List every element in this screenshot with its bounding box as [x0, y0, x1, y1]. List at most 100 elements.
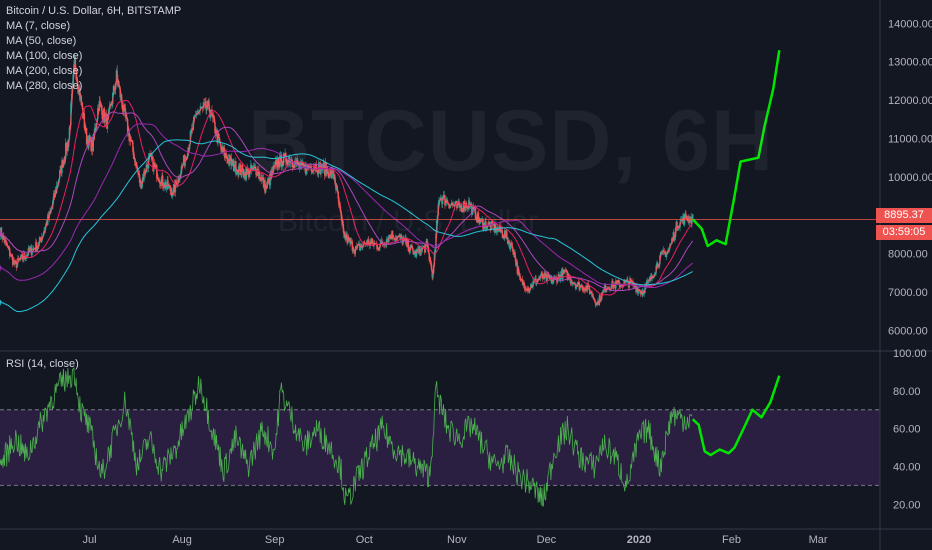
- price-projection: [691, 50, 781, 248]
- candle-body: [313, 167, 315, 169]
- candle-body: [489, 224, 492, 231]
- candle-body: [399, 235, 401, 239]
- ma-50-label[interactable]: MA (50, close): [6, 35, 77, 47]
- candle-body: [419, 252, 421, 256]
- candle-body: [270, 172, 272, 177]
- candle-body: [684, 213, 686, 215]
- candle-body: [551, 280, 554, 284]
- ma-100-label[interactable]: MA (100, close): [6, 50, 83, 62]
- candle-body: [161, 175, 163, 180]
- candle-body: [594, 302, 597, 306]
- candle-body: [559, 275, 561, 281]
- candle-body: [292, 166, 295, 168]
- candle-body: [146, 164, 148, 166]
- candle-body: [86, 139, 89, 145]
- candle-body: [261, 177, 263, 179]
- candle-body: [318, 162, 321, 164]
- ma-280-label[interactable]: MA (280, close): [6, 80, 83, 92]
- candle-body: [190, 130, 192, 132]
- candle-body: [484, 221, 486, 223]
- candle-body: [294, 160, 296, 168]
- time-tick-label: Dec: [537, 534, 557, 546]
- candle-body: [386, 239, 389, 240]
- candle-body: [587, 283, 589, 285]
- price-tick-label: 12000.00: [888, 95, 932, 107]
- candle-body: [547, 274, 549, 276]
- candle-body: [441, 198, 443, 204]
- candle-body: [500, 231, 502, 233]
- candle-body: [599, 295, 601, 302]
- candle-body: [618, 282, 621, 288]
- candle-body: [617, 280, 619, 283]
- ma-7-label[interactable]: MA (7, close): [6, 20, 71, 32]
- candle-body: [75, 70, 77, 80]
- candle-body: [141, 182, 143, 189]
- candle-body: [391, 230, 394, 238]
- candle-body: [148, 153, 150, 157]
- candle-body: [408, 251, 410, 253]
- candle-body: [256, 169, 259, 176]
- rsi-tick-label: 100.00: [893, 348, 927, 360]
- candle-body: [497, 231, 500, 232]
- candle-body: [424, 245, 426, 253]
- candle-body: [546, 274, 548, 282]
- time-tick-label: Nov: [447, 534, 467, 546]
- candle-body: [605, 288, 607, 292]
- candle-body: [226, 159, 229, 164]
- candle-body: [15, 261, 18, 268]
- candle-body: [290, 159, 292, 161]
- candle-body: [126, 119, 129, 134]
- candle-body: [428, 252, 430, 261]
- candle-body: [6, 245, 9, 247]
- candle-body: [277, 158, 280, 167]
- candle-body: [468, 200, 470, 209]
- candle-body: [331, 170, 333, 178]
- candle-body: [241, 165, 243, 175]
- candle-body: [322, 162, 324, 170]
- candle-body: [509, 242, 511, 249]
- candle-body: [22, 259, 24, 260]
- chart-title[interactable]: Bitcoin / U.S. Dollar, 6H, BITSTAMP: [6, 5, 182, 17]
- candle-body: [359, 244, 361, 251]
- candle-body: [109, 103, 112, 105]
- ma-200-label[interactable]: MA (200, close): [6, 65, 83, 77]
- price-tick-label: 14000.00: [888, 18, 932, 30]
- candle-body: [520, 279, 522, 281]
- candle-body: [540, 273, 542, 277]
- candle-body: [530, 284, 532, 289]
- candle-body: [27, 247, 30, 256]
- candle-body: [105, 113, 107, 116]
- candle-body: [394, 239, 396, 241]
- candle-body: [218, 133, 220, 138]
- rsi-tick-label: 80.00: [893, 386, 921, 398]
- candle-body: [289, 160, 292, 163]
- candle-body: [372, 243, 374, 247]
- rsi-legend[interactable]: RSI (14, close): [6, 358, 79, 370]
- candle-body: [691, 218, 693, 224]
- bar-countdown-tag: 03:59:05: [876, 225, 932, 240]
- candle-body: [275, 159, 277, 161]
- candle-body: [643, 293, 645, 295]
- candle-body: [217, 133, 219, 143]
- time-tick-label: Aug: [172, 534, 192, 546]
- candle-body: [194, 115, 196, 117]
- time-tick-label: 2020: [627, 534, 651, 546]
- candle-body: [0, 227, 3, 237]
- candle-body: [243, 176, 245, 178]
- candle-body: [524, 289, 527, 291]
- time-axis[interactable]: Jul Aug Sep Oct Nov Dec 2020 Feb Mar: [83, 534, 828, 546]
- candle-body: [347, 236, 349, 244]
- candle-body: [16, 262, 18, 268]
- candle-body: [357, 243, 360, 245]
- candle-body: [597, 300, 599, 303]
- candle-body: [125, 116, 127, 118]
- candle-body: [212, 115, 214, 118]
- candle-body: [517, 268, 519, 274]
- rsi-projection: [691, 375, 781, 457]
- candle-body: [400, 235, 403, 238]
- candle-body: [471, 205, 474, 215]
- candle-body: [665, 253, 668, 258]
- candle-body: [499, 225, 501, 233]
- candle-body: [150, 154, 153, 160]
